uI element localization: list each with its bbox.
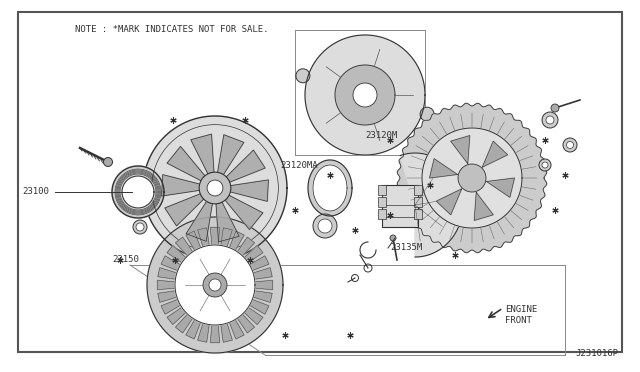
Circle shape (318, 219, 332, 233)
Circle shape (199, 172, 231, 204)
Polygon shape (225, 195, 263, 230)
Polygon shape (167, 246, 186, 263)
Circle shape (209, 279, 221, 291)
Circle shape (203, 273, 227, 297)
Circle shape (133, 220, 147, 234)
Circle shape (136, 223, 144, 231)
Circle shape (566, 141, 573, 148)
Polygon shape (308, 160, 352, 216)
Text: 23135M: 23135M (390, 244, 422, 253)
Polygon shape (253, 268, 272, 279)
Polygon shape (250, 299, 269, 314)
Circle shape (353, 83, 377, 107)
Polygon shape (237, 314, 255, 333)
Circle shape (420, 107, 434, 121)
Bar (414, 209, 422, 219)
Polygon shape (175, 314, 193, 333)
Polygon shape (313, 165, 347, 211)
Polygon shape (429, 159, 458, 178)
Polygon shape (229, 231, 244, 250)
Circle shape (551, 104, 559, 112)
Polygon shape (221, 228, 232, 247)
Polygon shape (397, 103, 547, 253)
Polygon shape (157, 280, 175, 290)
Text: NOTE : *MARK INDICATES NOT FOR SALE.: NOTE : *MARK INDICATES NOT FOR SALE. (75, 25, 269, 34)
Polygon shape (250, 256, 269, 270)
Polygon shape (158, 268, 177, 279)
Circle shape (539, 159, 551, 171)
Bar (378, 185, 386, 195)
Polygon shape (229, 320, 244, 339)
Text: 23120M: 23120M (365, 131, 397, 140)
Text: J231016P: J231016P (575, 349, 618, 358)
Polygon shape (165, 194, 204, 226)
Bar (414, 185, 422, 195)
Polygon shape (211, 227, 220, 245)
Polygon shape (147, 217, 283, 353)
Text: 23150: 23150 (112, 255, 139, 264)
Text: 23100: 23100 (22, 187, 49, 196)
Polygon shape (198, 228, 209, 247)
Circle shape (207, 180, 223, 196)
Circle shape (390, 235, 396, 241)
Bar (378, 197, 386, 207)
Polygon shape (221, 323, 232, 342)
Polygon shape (198, 323, 209, 342)
Polygon shape (167, 307, 186, 324)
Polygon shape (244, 307, 263, 324)
Polygon shape (227, 150, 265, 182)
Polygon shape (436, 189, 461, 215)
Polygon shape (474, 192, 493, 221)
Polygon shape (186, 320, 200, 339)
Polygon shape (186, 201, 212, 241)
Polygon shape (175, 237, 193, 256)
Polygon shape (162, 174, 200, 196)
Circle shape (546, 116, 554, 124)
Polygon shape (237, 237, 255, 256)
Polygon shape (451, 135, 470, 164)
Polygon shape (216, 202, 239, 242)
Polygon shape (143, 116, 287, 260)
Text: 23120MA: 23120MA (280, 160, 317, 170)
Polygon shape (255, 280, 273, 290)
Circle shape (313, 214, 337, 238)
Polygon shape (112, 166, 164, 218)
Polygon shape (230, 180, 268, 201)
Polygon shape (191, 134, 214, 174)
Circle shape (296, 69, 310, 83)
Circle shape (542, 162, 548, 168)
Circle shape (563, 138, 577, 152)
Polygon shape (186, 231, 200, 250)
Polygon shape (400, 153, 463, 257)
Polygon shape (161, 256, 180, 270)
Polygon shape (422, 128, 522, 228)
Polygon shape (244, 246, 263, 263)
Polygon shape (167, 147, 205, 181)
Bar (382, 185, 418, 227)
Circle shape (458, 164, 486, 192)
Polygon shape (486, 178, 515, 197)
Polygon shape (122, 176, 154, 208)
Bar (414, 197, 422, 207)
Circle shape (104, 157, 113, 167)
Polygon shape (483, 141, 508, 167)
Bar (378, 209, 386, 219)
Polygon shape (158, 291, 177, 302)
Polygon shape (175, 245, 255, 325)
Circle shape (542, 112, 558, 128)
Polygon shape (253, 291, 272, 302)
Polygon shape (218, 135, 244, 174)
Polygon shape (305, 35, 425, 155)
Polygon shape (335, 65, 395, 125)
Polygon shape (161, 299, 180, 314)
Polygon shape (211, 325, 220, 343)
Text: ENGINE
FRONT: ENGINE FRONT (505, 305, 537, 325)
